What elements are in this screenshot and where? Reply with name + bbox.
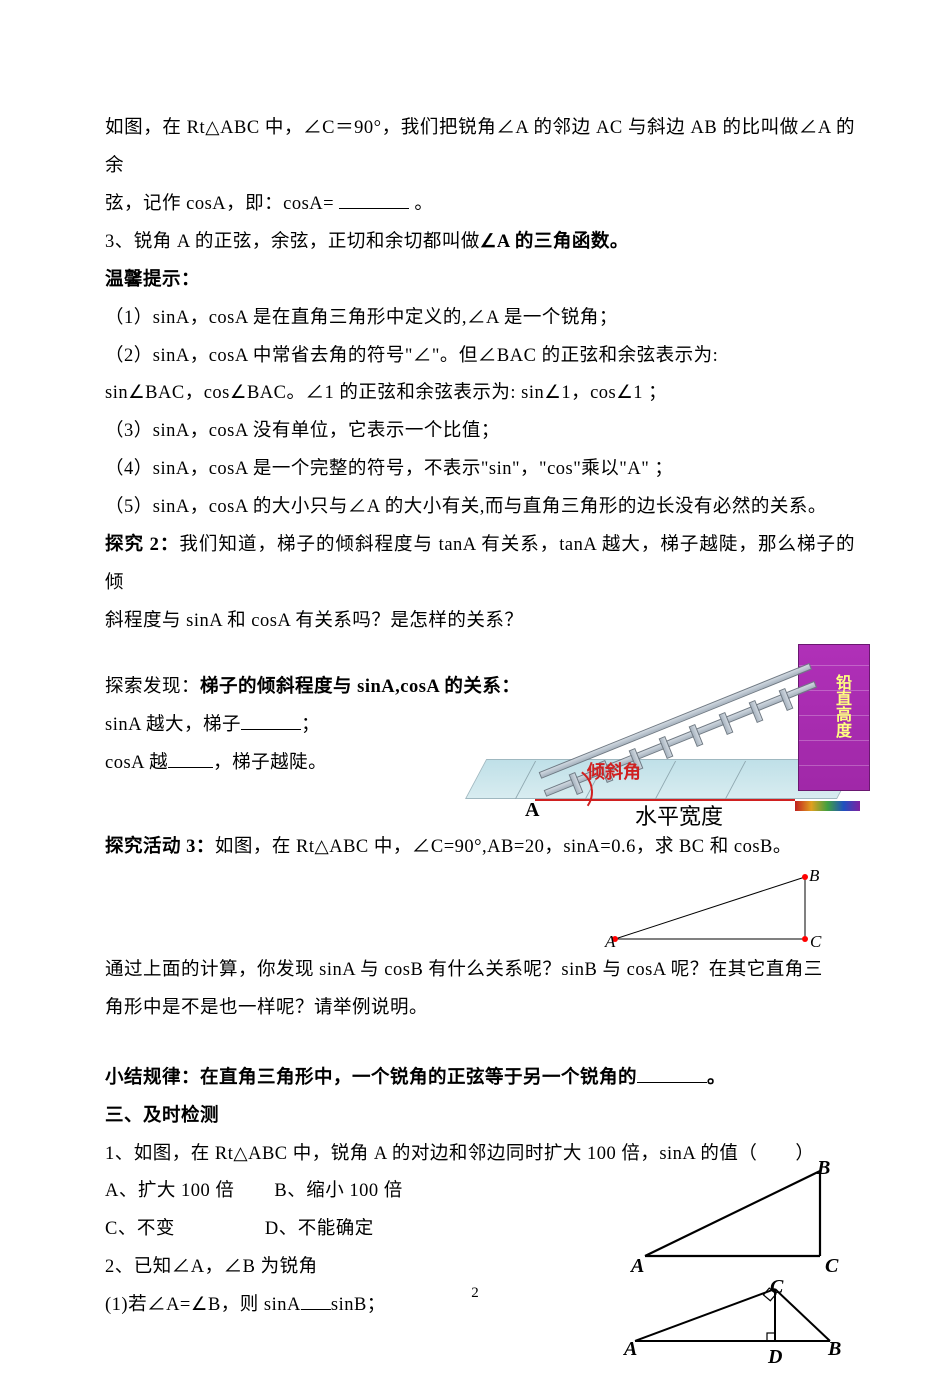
explore-2-line1: 探究 2：我们知道，梯子的倾斜程度与 tanA 有关系，tanA 越大，梯子越陡… xyxy=(105,527,855,603)
cos-b: ，梯子越陡。 xyxy=(213,753,327,773)
q1-c: C、不变 xyxy=(105,1219,175,1239)
page: 如图，在 Rt△ABC 中，∠C＝90°，我们把锐角∠A 的邻边 AC 与斜边 … xyxy=(0,0,950,1344)
summary-line: 小结规律：在直角三角形中，一个锐角的正弦等于另一个锐角的 。 xyxy=(105,1060,855,1098)
cos-a: cosA 越 xyxy=(105,753,168,773)
wall-seam xyxy=(799,765,869,766)
triangle-2: A C B xyxy=(635,1156,835,1266)
ex3-label: 探究活动 3： xyxy=(105,837,215,857)
q1-b: B、缩小 100 倍 xyxy=(274,1181,402,1201)
sin-a: sinA 越大，梯子 xyxy=(105,715,241,735)
blank-sin xyxy=(241,710,301,730)
q1-a: A、扩大 100 倍 xyxy=(105,1181,234,1201)
intro-line-1: 如图，在 Rt△ABC 中，∠C＝90°，我们把锐角∠A 的邻边 AC 与斜边 … xyxy=(105,110,855,186)
discover-prefix: 探索发现： xyxy=(105,677,200,697)
explore-2-line2: 斜程度与 sinA 和 cosA 有关系吗？是怎样的关系？ xyxy=(105,603,855,641)
triangle-1-svg xyxy=(605,867,825,947)
tip-2: （2）sinA，cosA 中常省去角的符号"∠"。但∠BAC 的正弦和余弦表示为… xyxy=(105,338,855,376)
width-label: 水平宽度 xyxy=(635,794,723,839)
triangle-2-svg xyxy=(635,1156,835,1266)
triangle-1-block: A C B xyxy=(105,867,855,952)
tip-5: （5）sinA，cosA 的大小只与∠A 的大小有关,而与直角三角形的边长没有必… xyxy=(105,489,855,527)
tip-1: （1）sinA，cosA 是在直角三角形中定义的,∠A 是一个锐角； xyxy=(105,300,855,338)
page-number: 2 xyxy=(0,1278,950,1309)
ex2-body: 我们知道，梯子的倾斜程度与 tanA 有关系，tanA 越大，梯子越陡，那么梯子… xyxy=(105,535,855,593)
summary-b: 。 xyxy=(707,1068,726,1088)
wall-base-rainbow xyxy=(795,801,860,811)
explore-3: 探究活动 3：如图，在 Rt△ABC 中，∠C=90°,AB=20，sinA=0… xyxy=(105,829,855,867)
label-b: B xyxy=(809,859,819,894)
discover-block: 倾斜角 A 水平宽度 铅直高度 探索发现：梯子的倾斜程度与 sinA,cosA … xyxy=(105,669,855,829)
tips-title: 温馨提示： xyxy=(105,262,855,300)
ex2-label: 探究 2： xyxy=(105,535,179,555)
def-bold: ∠A 的三角函数。 xyxy=(480,232,629,252)
dot-b xyxy=(802,874,808,880)
label-c: C xyxy=(810,925,821,960)
blank-cosa xyxy=(339,189,409,209)
height-label: 铅直高度 xyxy=(824,674,857,738)
point-a-label: A xyxy=(525,790,539,831)
ex3-body: 如图，在 Rt△ABC 中，∠C=90°,AB=20，sinA=0.6，求 BC… xyxy=(215,837,792,857)
label-a: A xyxy=(605,925,615,960)
def-text: 3、锐角 A 的正弦，余弦，正切和余切都叫做 xyxy=(105,232,480,252)
t2-b: B xyxy=(817,1148,830,1189)
section-3-title: 三、及时检测 xyxy=(105,1098,855,1136)
intro-2b: 。 xyxy=(414,194,433,214)
intro-line-2: 弦，记作 cosA，即：cosA= 。 xyxy=(105,186,855,224)
dot-c xyxy=(802,936,808,942)
tip-4: （4）sinA，cosA 是一个完整的符号，不表示"sin"，"cos"乘以"A… xyxy=(105,451,855,489)
blank-cos xyxy=(168,748,213,768)
intro-2a: 弦，记作 cosA，即：cosA= xyxy=(105,194,334,214)
triangle-1: A C B xyxy=(605,867,825,947)
t3-d: D xyxy=(768,1337,782,1378)
blank-summary xyxy=(637,1063,707,1083)
sin-b: ； xyxy=(301,715,320,735)
tip-2b: sin∠BAC，cos∠BAC。∠1 的正弦和余弦表示为: sin∠1，cos∠… xyxy=(105,375,855,413)
tip-3: （3）sinA，cosA 没有单位，它表示一个比值； xyxy=(105,413,855,451)
definition-line: 3、锐角 A 的正弦，余弦，正切和余切都叫做∠A 的三角函数。 xyxy=(105,224,855,262)
t3-a: A xyxy=(624,1329,637,1370)
wall-seam xyxy=(799,740,869,741)
angle-label: 倾斜角 xyxy=(587,754,641,791)
ladder-figure: 倾斜角 A 水平宽度 铅直高度 xyxy=(465,659,865,809)
q1-d: D、不能确定 xyxy=(265,1219,374,1239)
post-question-2: 角形中是不是也一样呢？请举例说明。 xyxy=(105,990,855,1028)
post-question-1: 通过上面的计算，你发现 sinA 与 cosB 有什么关系呢？sinB 与 co… xyxy=(105,952,855,990)
summary-a: 小结规律：在直角三角形中，一个锐角的正弦等于另一个锐角的 xyxy=(105,1068,637,1088)
t3-b: B xyxy=(828,1329,841,1370)
